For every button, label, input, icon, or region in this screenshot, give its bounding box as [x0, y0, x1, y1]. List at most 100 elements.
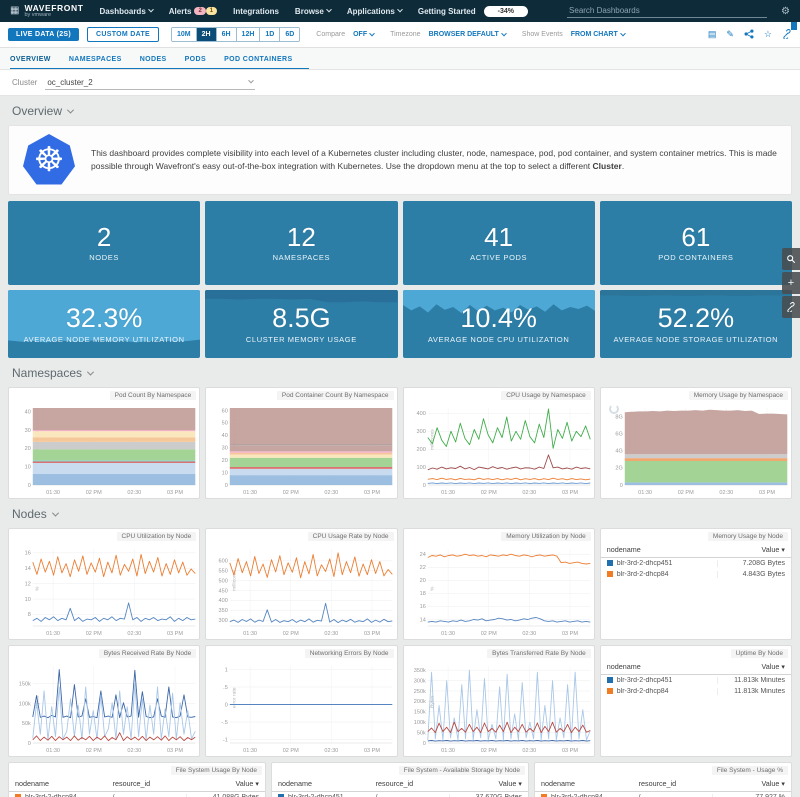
section-overview[interactable]: Overview — [8, 96, 792, 125]
table-row[interactable]: blr-3rd-2-dhcp451/37.670G Bytes — [272, 792, 528, 797]
table-file-system-usage-by-node[interactable]: File System Usage By Node nodename resour… — [8, 762, 266, 797]
svg-text:03 PM: 03 PM — [561, 748, 577, 754]
tile-namespaces[interactable]: 12 NAMESPACES — [205, 201, 398, 285]
table-uptime-by-node[interactable]: Uptime By Node nodename Value ▾ blr-3rd-2-… — [599, 645, 792, 757]
nav-dashboards[interactable]: Dashboards — [100, 6, 154, 16]
chart-title: File System - Usage % — [711, 766, 788, 775]
svg-text:error rate: error rate — [232, 687, 238, 708]
svg-text:02 PM: 02 PM — [480, 490, 496, 496]
table-memory-usage-by-node[interactable]: Memory Usage by Node nodename Value ▾ blr-… — [599, 528, 792, 640]
section-nodes[interactable]: Nodes — [8, 499, 792, 528]
table-file-system-usage-percent[interactable]: File System - Usage % nodename resource_i… — [534, 762, 792, 797]
svg-text:-.5: -.5 — [222, 720, 228, 726]
chevron-down-icon — [501, 30, 507, 36]
link-chain-button[interactable] — [782, 296, 800, 318]
custom-date-button[interactable]: CUSTOM DATE — [87, 27, 160, 42]
link-icon[interactable] — [782, 21, 797, 41]
chart-cpu-usage-by-namespace[interactable]: CPU Usage by Namespace 0 100 200 300 400 01:3… — [402, 387, 595, 499]
svg-text:01:30: 01:30 — [441, 748, 455, 754]
table-row[interactable]: blr-3rd-2-dhcp451 7.208G Bytes — [601, 558, 791, 569]
wavefront-logo[interactable]: ▦ WAVEFRONT by vmware — [10, 3, 84, 19]
section-namespaces[interactable]: Namespaces — [8, 358, 792, 387]
range-12h[interactable]: 12H — [235, 28, 260, 41]
chart-title: Memory Usage by Namespace — [688, 391, 788, 400]
alert-badge-warning: 1 — [205, 7, 218, 15]
svg-text:02 PM: 02 PM — [283, 748, 299, 754]
table-file-system-available-storage[interactable]: File System - Available Storage by Node … — [271, 762, 529, 797]
tile-cluster-memory[interactable]: 8.5G CLUSTER MEMORY USAGE — [205, 290, 398, 358]
nav-applications[interactable]: Applications — [347, 6, 403, 16]
star-icon[interactable]: ☆ — [763, 29, 772, 39]
svg-text:03 PM: 03 PM — [167, 748, 183, 754]
svg-text:01:30: 01:30 — [46, 748, 60, 754]
nav-integrations[interactable]: Integrations — [233, 6, 279, 16]
nav-alerts[interactable]: Alerts 2 1 — [169, 7, 218, 16]
chevron-down-icon — [147, 6, 154, 13]
svg-text:03 PM: 03 PM — [759, 490, 775, 496]
chevron-down-icon — [397, 6, 403, 13]
svg-text:03 PM: 03 PM — [364, 748, 380, 754]
compare-select[interactable]: OFF — [353, 30, 375, 38]
timezone-select[interactable]: BROWSER DEFAULT — [429, 30, 507, 38]
tab-pods[interactable]: PODS — [184, 56, 207, 63]
chart-networking-errors-by-node[interactable]: Networking Errors By Node -1 -.5 0 .5 1 01:30… — [205, 645, 398, 757]
chart-title: Uptime By Node — [730, 649, 788, 658]
tab-namespaces[interactable]: NAMESPACES — [68, 56, 122, 63]
tile-nodes[interactable]: 2 NODES — [8, 201, 201, 285]
add-chart-button[interactable]: + — [782, 272, 800, 294]
alert-badge-critical: 2 — [194, 7, 206, 15]
nav-browse[interactable]: Browse — [295, 7, 332, 16]
chart-title: Memory Utilization by Node — [501, 532, 591, 541]
table-row[interactable]: blr-3rd-2-dhcp84/41.088G Bytes — [9, 792, 265, 797]
svg-text:02:30: 02:30 — [127, 748, 141, 754]
svg-text:0: 0 — [225, 702, 228, 708]
tile-avg-node-cpu[interactable]: 10.4% AVERAGE NODE CPU UTILIZATION — [402, 290, 595, 358]
show-events-select[interactable]: FROM CHART — [571, 30, 626, 38]
gear-icon[interactable]: ⚙ — [781, 5, 790, 17]
range-2h[interactable]: 2H — [195, 28, 216, 41]
getting-started-progress: -34% — [483, 5, 528, 17]
chart-bytes-transferred-rate-by-node[interactable]: Bytes Transferred Rate By Node 0 50k 100k 1… — [402, 645, 595, 757]
table-row[interactable]: blr-3rd-2-dhcp84 11.813k Minutes — [601, 686, 791, 697]
tab-nodes[interactable]: NODES — [139, 56, 167, 63]
share-icon[interactable] — [744, 29, 754, 41]
table-row[interactable]: blr-3rd-2-dhcp84/77.927 % — [535, 792, 791, 797]
chart-bytes-received-rate-by-node[interactable]: Bytes Received Rate By Node 0 50k 100k 150k… — [8, 645, 201, 757]
tab-pod-containers[interactable]: POD CONTAINERS — [224, 56, 293, 63]
range-1d[interactable]: 1D — [259, 28, 280, 41]
tab-overview[interactable]: OVERVIEW — [10, 56, 51, 63]
chart-pod-count-by-namespace[interactable]: Pod Count By Namespace 0 10 20 30 40 01:30 02 … — [8, 387, 201, 499]
range-6d[interactable]: 6D — [279, 28, 300, 41]
svg-text:10: 10 — [25, 597, 31, 603]
svg-text:01:30: 01:30 — [46, 631, 60, 637]
tile-avg-node-storage[interactable]: 52.2% AVERAGE NODE STORAGE UTILIZATION — [599, 290, 792, 358]
search-input[interactable] — [567, 4, 768, 18]
chart-title: Memory Usage by Node — [707, 532, 788, 541]
chart-memory-usage-by-namespace[interactable]: Memory Usage by Namespace 0 2G 4G 6G 8G 01:30… — [599, 387, 792, 499]
chart-title: Networking Errors By Node — [304, 649, 394, 658]
chart-pod-container-count-by-namespace[interactable]: Pod Container Count By Namespace 0 10 20 30… — [205, 387, 398, 499]
chart-cpu-utilization-by-node[interactable]: CPU Utilization by Node 8 10 12 14 16 01:30 02… — [8, 528, 201, 640]
series-color-swatch — [541, 794, 547, 797]
svg-text:24: 24 — [419, 552, 425, 558]
chart-memory-utilization-by-node[interactable]: Memory Utilization by Node 14 16 18 20 22 24 0… — [402, 528, 595, 640]
tile-pod-containers[interactable]: 61 POD CONTAINERS — [599, 201, 792, 285]
chart-cpu-usage-rate-by-node[interactable]: CPU Usage Rate by Node 300 350 400 450 500 55… — [205, 528, 398, 640]
range-6h[interactable]: 6H — [215, 28, 236, 41]
svg-text:01:30: 01:30 — [46, 490, 60, 496]
chevron-down-icon — [619, 30, 626, 36]
table-row[interactable]: blr-3rd-2-dhcp84 4.843G Bytes — [601, 569, 791, 580]
tile-active-pods[interactable]: 41 ACTIVE PODS — [402, 201, 595, 285]
time-range-group: 10M 2H 6H 12H 1D 6D — [171, 27, 301, 42]
tile-avg-node-memory[interactable]: 32.3% AVERAGE NODE MEMORY UTILIZATION — [8, 290, 201, 358]
cluster-select[interactable]: oc_cluster_2 — [45, 76, 256, 90]
live-data-button[interactable]: LIVE DATA (2S) — [8, 28, 80, 41]
svg-text:02 PM: 02 PM — [86, 490, 102, 496]
edit-pencil-icon[interactable]: ✎ — [726, 29, 734, 39]
svg-text:30: 30 — [222, 446, 228, 452]
zoom-search-button[interactable] — [782, 248, 800, 270]
table-row[interactable]: blr-3rd-2-dhcp451 11.813k Minutes — [601, 675, 791, 686]
nav-getting-started[interactable]: Getting Started — [417, 6, 476, 16]
range-10m[interactable]: 10M — [172, 28, 196, 41]
table-view-icon[interactable]: ▤ — [707, 29, 717, 39]
